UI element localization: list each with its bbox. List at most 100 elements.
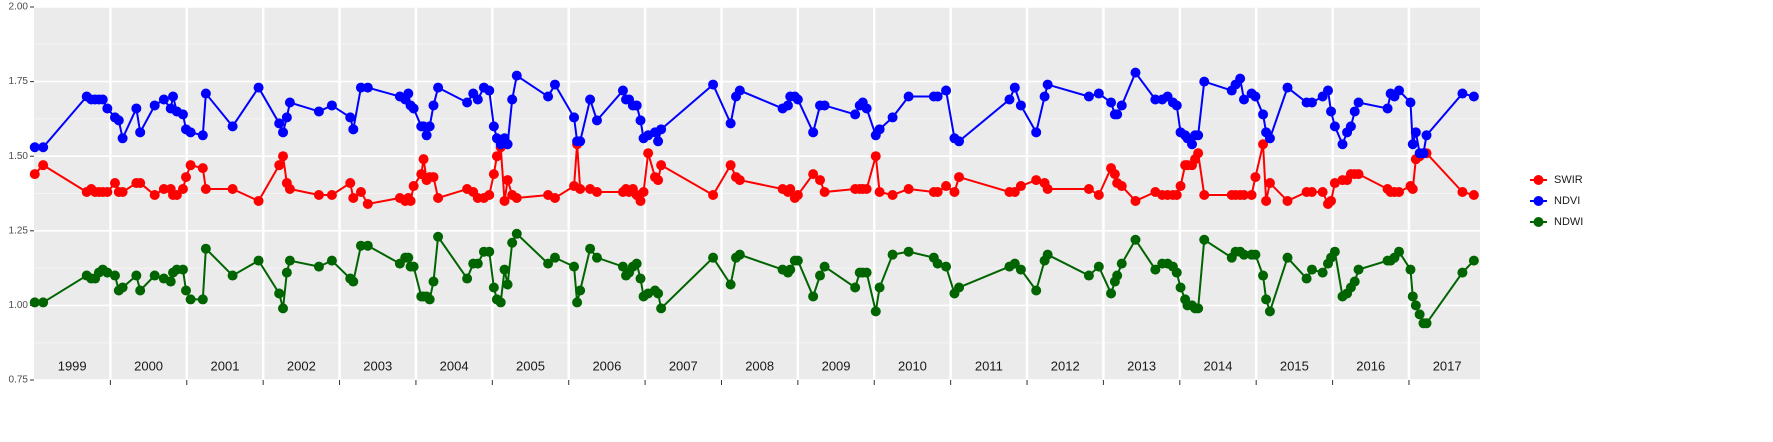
data-point bbox=[29, 142, 40, 153]
data-point bbox=[274, 118, 285, 129]
data-point bbox=[861, 267, 872, 278]
data-point bbox=[149, 270, 160, 281]
data-point bbox=[177, 184, 188, 195]
data-point bbox=[549, 192, 560, 203]
data-point bbox=[1193, 148, 1204, 159]
data-point bbox=[117, 133, 128, 144]
data-point bbox=[1109, 169, 1120, 180]
data-point bbox=[502, 139, 513, 150]
data-point bbox=[1238, 94, 1249, 105]
data-point bbox=[511, 228, 522, 239]
data-point bbox=[117, 187, 128, 198]
data-point bbox=[1282, 195, 1293, 206]
data-point bbox=[488, 121, 499, 132]
data-point bbox=[403, 88, 414, 99]
data-point bbox=[1306, 187, 1317, 198]
data-point bbox=[887, 112, 898, 123]
data-point bbox=[1457, 88, 1468, 99]
data-point bbox=[1199, 189, 1210, 200]
data-point bbox=[591, 115, 602, 126]
data-point bbox=[1015, 264, 1026, 275]
data-point bbox=[1130, 234, 1141, 245]
data-point bbox=[734, 175, 745, 186]
data-point bbox=[284, 255, 295, 266]
data-point bbox=[38, 160, 49, 171]
y-tick-label: 2.00 bbox=[9, 2, 29, 13]
data-point bbox=[932, 258, 943, 269]
data-point bbox=[185, 294, 196, 305]
year-label: 2014 bbox=[1204, 358, 1233, 373]
year-label: 2016 bbox=[1356, 358, 1385, 373]
data-point bbox=[131, 103, 142, 114]
legend-marker bbox=[1533, 196, 1544, 206]
data-point bbox=[1112, 109, 1123, 120]
data-point bbox=[887, 189, 898, 200]
data-point bbox=[1407, 291, 1418, 302]
data-point bbox=[1468, 255, 1479, 266]
year-label: 2009 bbox=[822, 358, 851, 373]
data-point bbox=[1468, 189, 1479, 200]
data-point bbox=[284, 184, 295, 195]
year-label: 2008 bbox=[745, 358, 774, 373]
data-point bbox=[197, 163, 208, 174]
data-point bbox=[1326, 106, 1337, 117]
data-point bbox=[1187, 139, 1198, 150]
data-point bbox=[1414, 309, 1425, 320]
data-point bbox=[1258, 139, 1269, 150]
data-point bbox=[819, 261, 830, 272]
data-point bbox=[1031, 127, 1042, 138]
data-point bbox=[462, 97, 473, 108]
data-point bbox=[29, 169, 40, 180]
data-point bbox=[1329, 178, 1340, 189]
data-point bbox=[418, 154, 429, 165]
year-label: 2013 bbox=[1127, 358, 1156, 373]
data-point bbox=[1261, 294, 1272, 305]
data-point bbox=[227, 184, 238, 195]
data-point bbox=[484, 189, 495, 200]
data-point bbox=[1039, 91, 1050, 102]
data-point bbox=[502, 175, 513, 186]
data-point bbox=[1410, 127, 1421, 138]
data-point bbox=[185, 160, 196, 171]
data-point bbox=[165, 276, 176, 287]
data-point bbox=[38, 297, 49, 308]
data-point bbox=[1264, 133, 1275, 144]
data-point bbox=[1410, 300, 1421, 311]
data-point bbox=[1421, 130, 1432, 141]
data-point bbox=[591, 252, 602, 263]
data-point bbox=[1250, 91, 1261, 102]
data-point bbox=[1015, 100, 1026, 111]
year-label: 2012 bbox=[1051, 358, 1080, 373]
data-point bbox=[1042, 184, 1053, 195]
data-point bbox=[1329, 246, 1340, 257]
data-point bbox=[1322, 85, 1333, 96]
data-point bbox=[1405, 264, 1416, 275]
data-point bbox=[782, 100, 793, 111]
data-point bbox=[1116, 258, 1127, 269]
data-point bbox=[1042, 79, 1053, 90]
data-point bbox=[1083, 184, 1094, 195]
data-point bbox=[1093, 88, 1104, 99]
data-point bbox=[171, 189, 182, 200]
data-point bbox=[1394, 85, 1405, 96]
data-point bbox=[1171, 100, 1182, 111]
data-point bbox=[1405, 97, 1416, 108]
data-point bbox=[484, 246, 495, 257]
data-point bbox=[792, 189, 803, 200]
data-point bbox=[274, 160, 285, 171]
y-tick-label: 0.75 bbox=[9, 375, 29, 386]
data-point bbox=[949, 187, 960, 198]
data-point bbox=[135, 127, 146, 138]
data-point bbox=[903, 184, 914, 195]
data-point bbox=[954, 172, 965, 183]
data-point bbox=[1042, 249, 1053, 260]
data-point bbox=[326, 255, 337, 266]
year-label: 2000 bbox=[134, 358, 163, 373]
data-point bbox=[572, 297, 583, 308]
data-point bbox=[462, 273, 473, 284]
data-point bbox=[617, 261, 628, 272]
data-point bbox=[549, 252, 560, 263]
data-point bbox=[227, 121, 238, 132]
data-point bbox=[158, 184, 169, 195]
data-point bbox=[708, 79, 719, 90]
